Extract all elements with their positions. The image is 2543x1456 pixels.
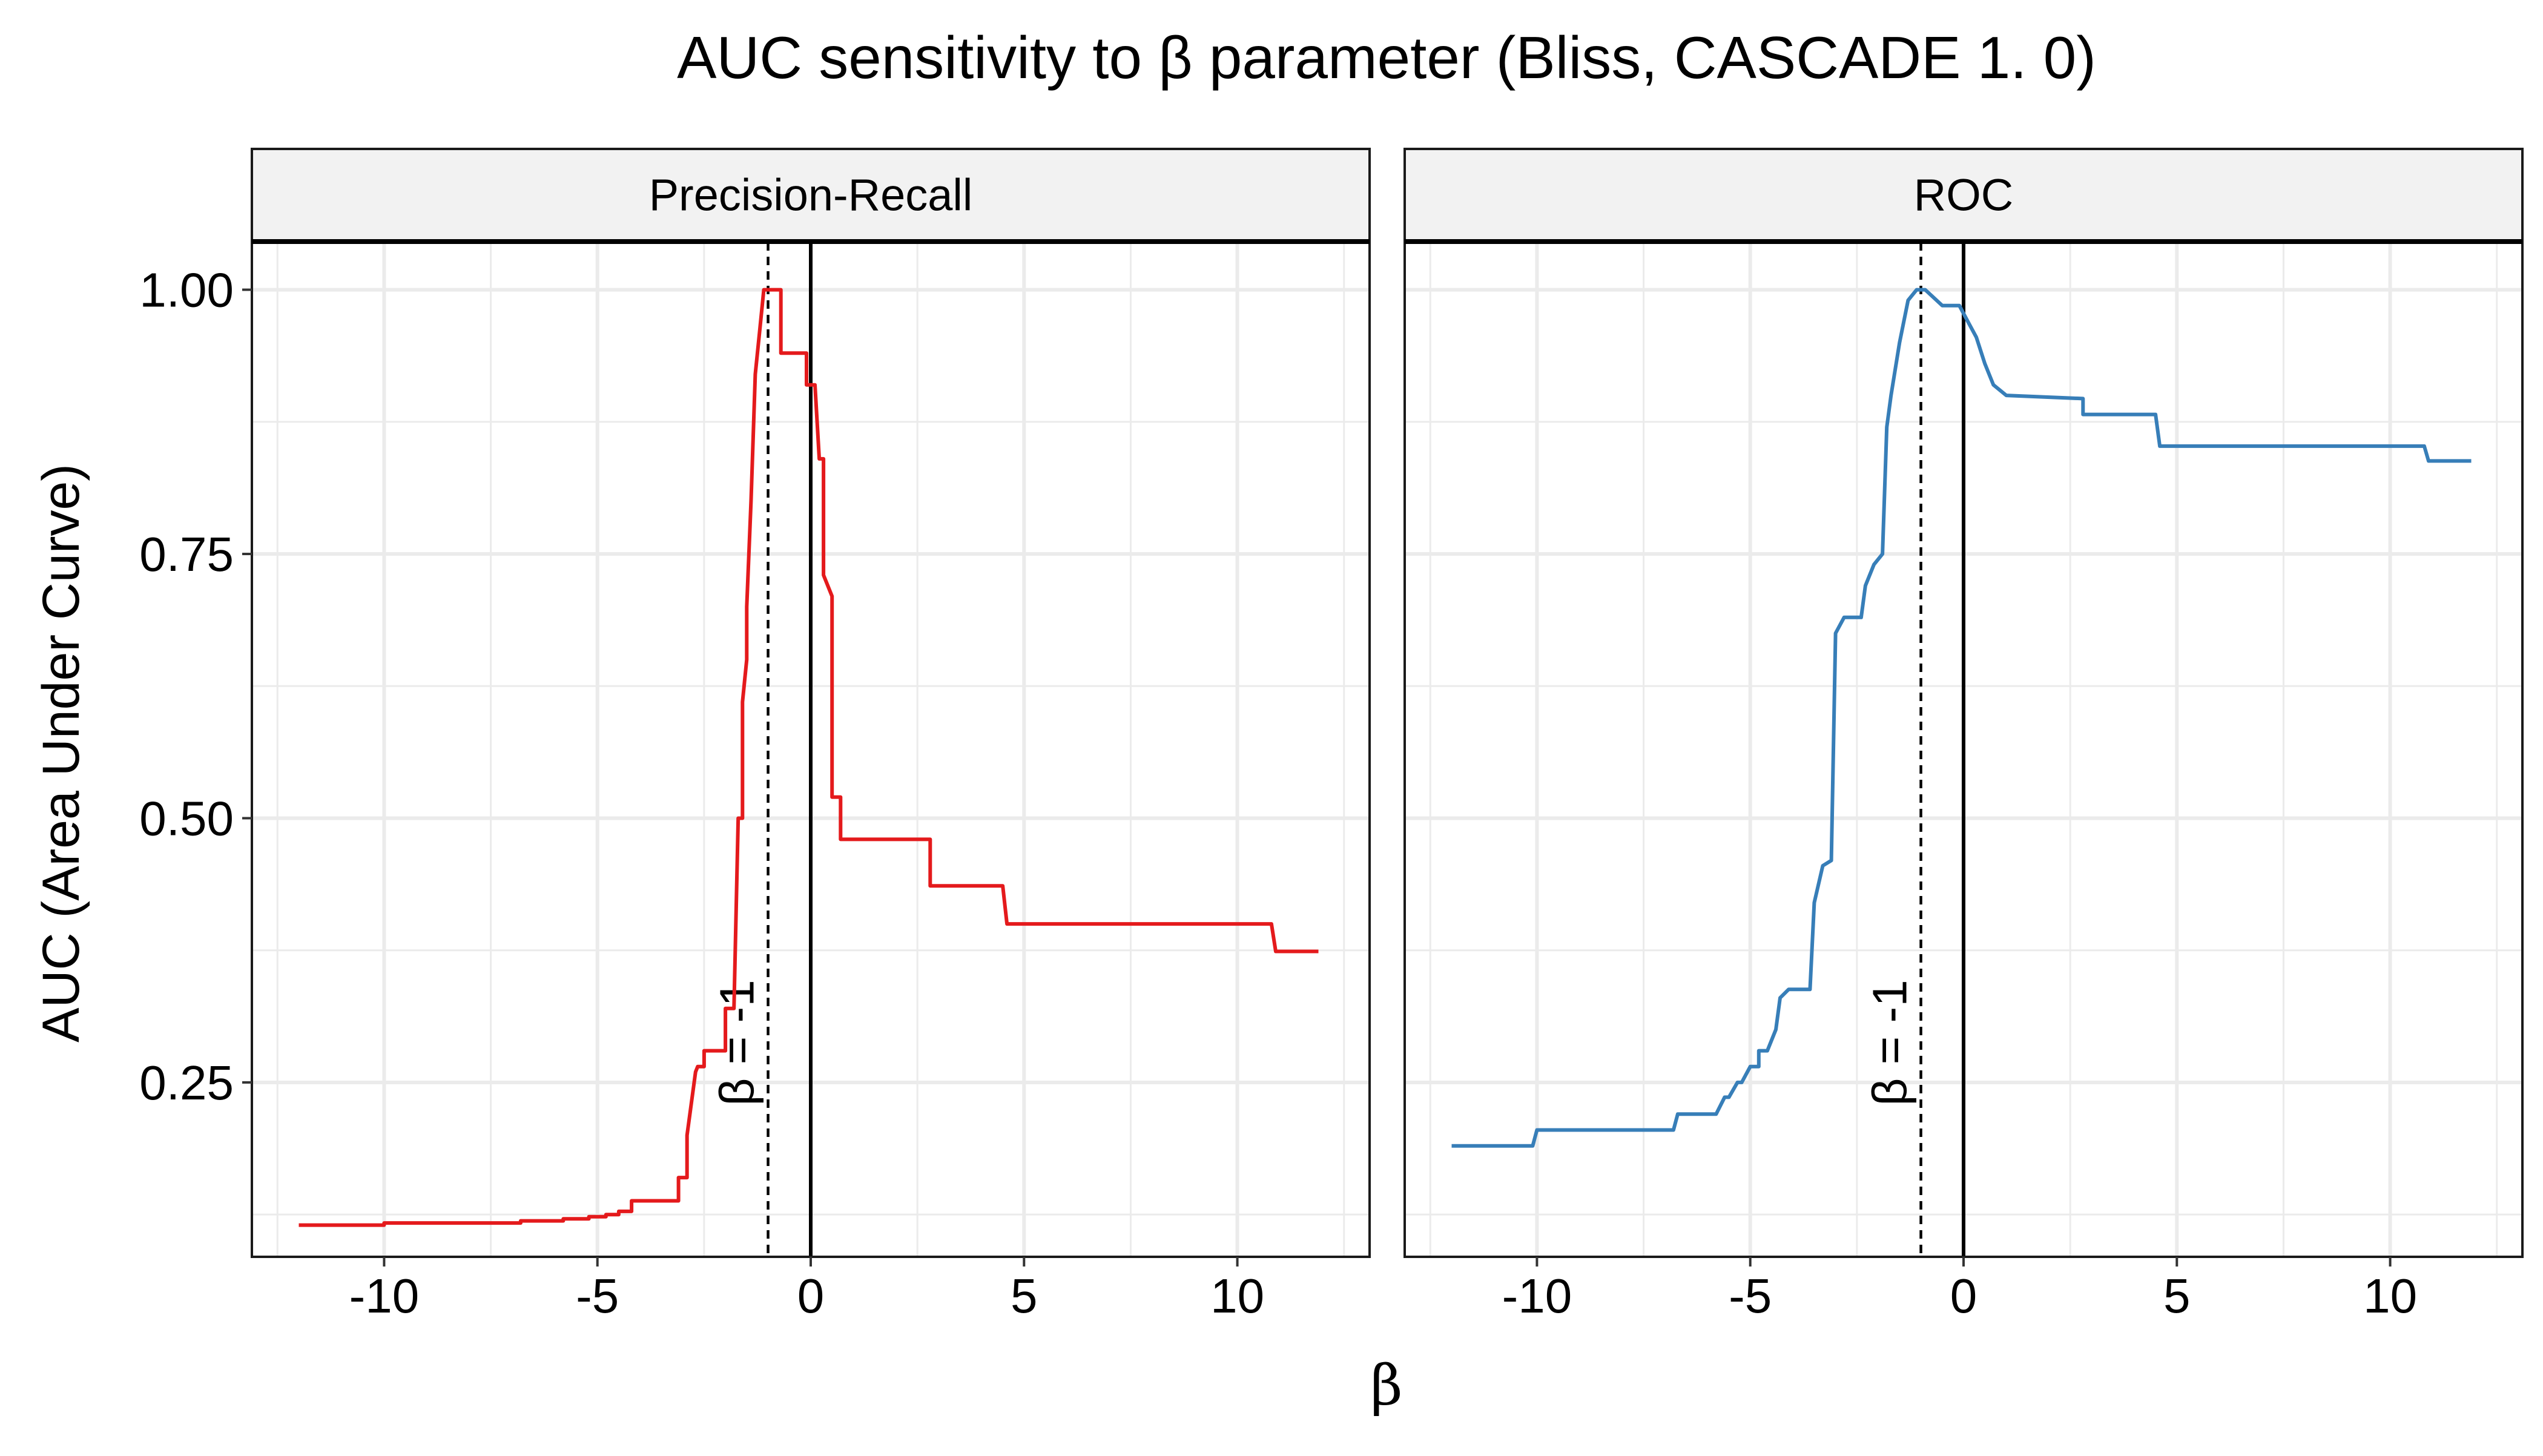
y-tick-label-1: 0.50 <box>139 791 234 845</box>
panel-0: Precision-Recall β = -1 -10 -5 0 5 10 0.25 0.50 0… <box>139 148 1371 1323</box>
y-tick-label-3: 1.00 <box>139 263 234 317</box>
x-tick-label-0-3: 5 <box>1011 1269 1038 1323</box>
x-tick-label-1-0: -10 <box>1502 1269 1572 1323</box>
reference-label-1-0: β = -1 <box>1863 980 1917 1105</box>
panel-1: ROC β = -1 -10 -5 0 5 10 <box>1403 148 2524 1323</box>
y-axis-title: AUC (Area Under Curve) <box>32 464 90 1043</box>
panel-strip-label-1: ROC <box>1914 170 2013 220</box>
x-tick-label-0-2: 0 <box>797 1269 825 1323</box>
y-tick-label-2: 0.75 <box>139 527 234 581</box>
x-tick-label-1-4: 10 <box>2363 1269 2417 1323</box>
panel-strip-1 <box>1403 148 2524 242</box>
panel-strip-0 <box>251 148 1371 242</box>
x-tick-label-0-1: -5 <box>576 1269 619 1323</box>
x-tick-label-1-2: 0 <box>1950 1269 1977 1323</box>
reference-label-0-0: β = -1 <box>710 980 764 1105</box>
x-tick-label-1-3: 5 <box>2163 1269 2191 1323</box>
series-line-1 <box>1451 288 2472 1148</box>
series-line-0 <box>298 288 1319 1227</box>
x-tick-label-0-0: -10 <box>349 1269 420 1323</box>
x-tick-label-0-4: 10 <box>1210 1269 1264 1323</box>
panels-layer: Precision-Recall β = -1 -10 -5 0 5 10 0.25 0.50 0… <box>139 148 2524 1323</box>
x-tick-label-1-1: -5 <box>1729 1269 1772 1323</box>
panel-strip-label-0: Precision-Recall <box>649 170 973 220</box>
chart-title: AUC sensitivity to β parameter (Bliss, C… <box>677 24 2096 91</box>
x-axis-title: β <box>1370 1353 1402 1418</box>
y-tick-label-0: 0.25 <box>139 1056 234 1110</box>
